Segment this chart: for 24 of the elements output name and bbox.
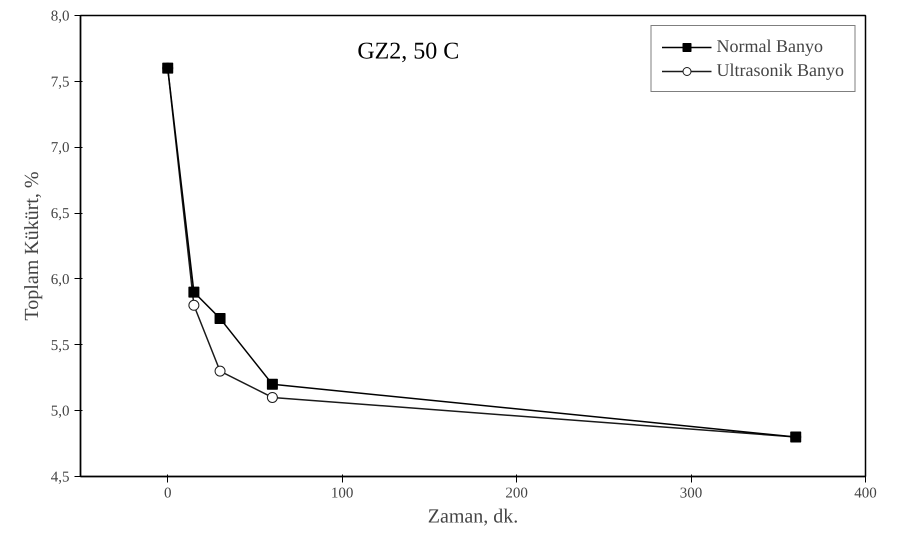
- y-tick-label: 5,0: [50, 404, 70, 420]
- point: [266, 392, 278, 403]
- x-tick-label: 400: [854, 486, 877, 502]
- point: [214, 366, 226, 377]
- y-tick-label: 6,0: [50, 272, 70, 288]
- y-tick-label: 7,5: [50, 74, 70, 90]
- x-tick-label: 300: [680, 486, 702, 502]
- text: GZ2, 50 C: [357, 38, 460, 65]
- y-tick-label: 5,5: [50, 338, 70, 354]
- point: [266, 378, 278, 390]
- legend-label: Ultrasonik Banyo: [716, 60, 844, 81]
- legend-label: Normal Banyo: [716, 36, 823, 57]
- x-tick-label: 0: [164, 486, 172, 502]
- y-tick-label: 6,5: [50, 206, 70, 222]
- y-tick-label: 7,0: [50, 140, 70, 156]
- y-tick-label: 4,5: [50, 470, 70, 486]
- x-tick-label: 100: [330, 486, 354, 502]
- point: [188, 286, 200, 298]
- y-axis-title: Toplam Kükürt, %: [20, 171, 43, 321]
- point: [188, 300, 200, 311]
- point: [214, 312, 226, 324]
- x-axis-title: Zaman, dk.: [428, 506, 518, 528]
- x-tick-label: 200: [505, 486, 528, 502]
- y-tick-label: 8,0: [50, 8, 70, 24]
